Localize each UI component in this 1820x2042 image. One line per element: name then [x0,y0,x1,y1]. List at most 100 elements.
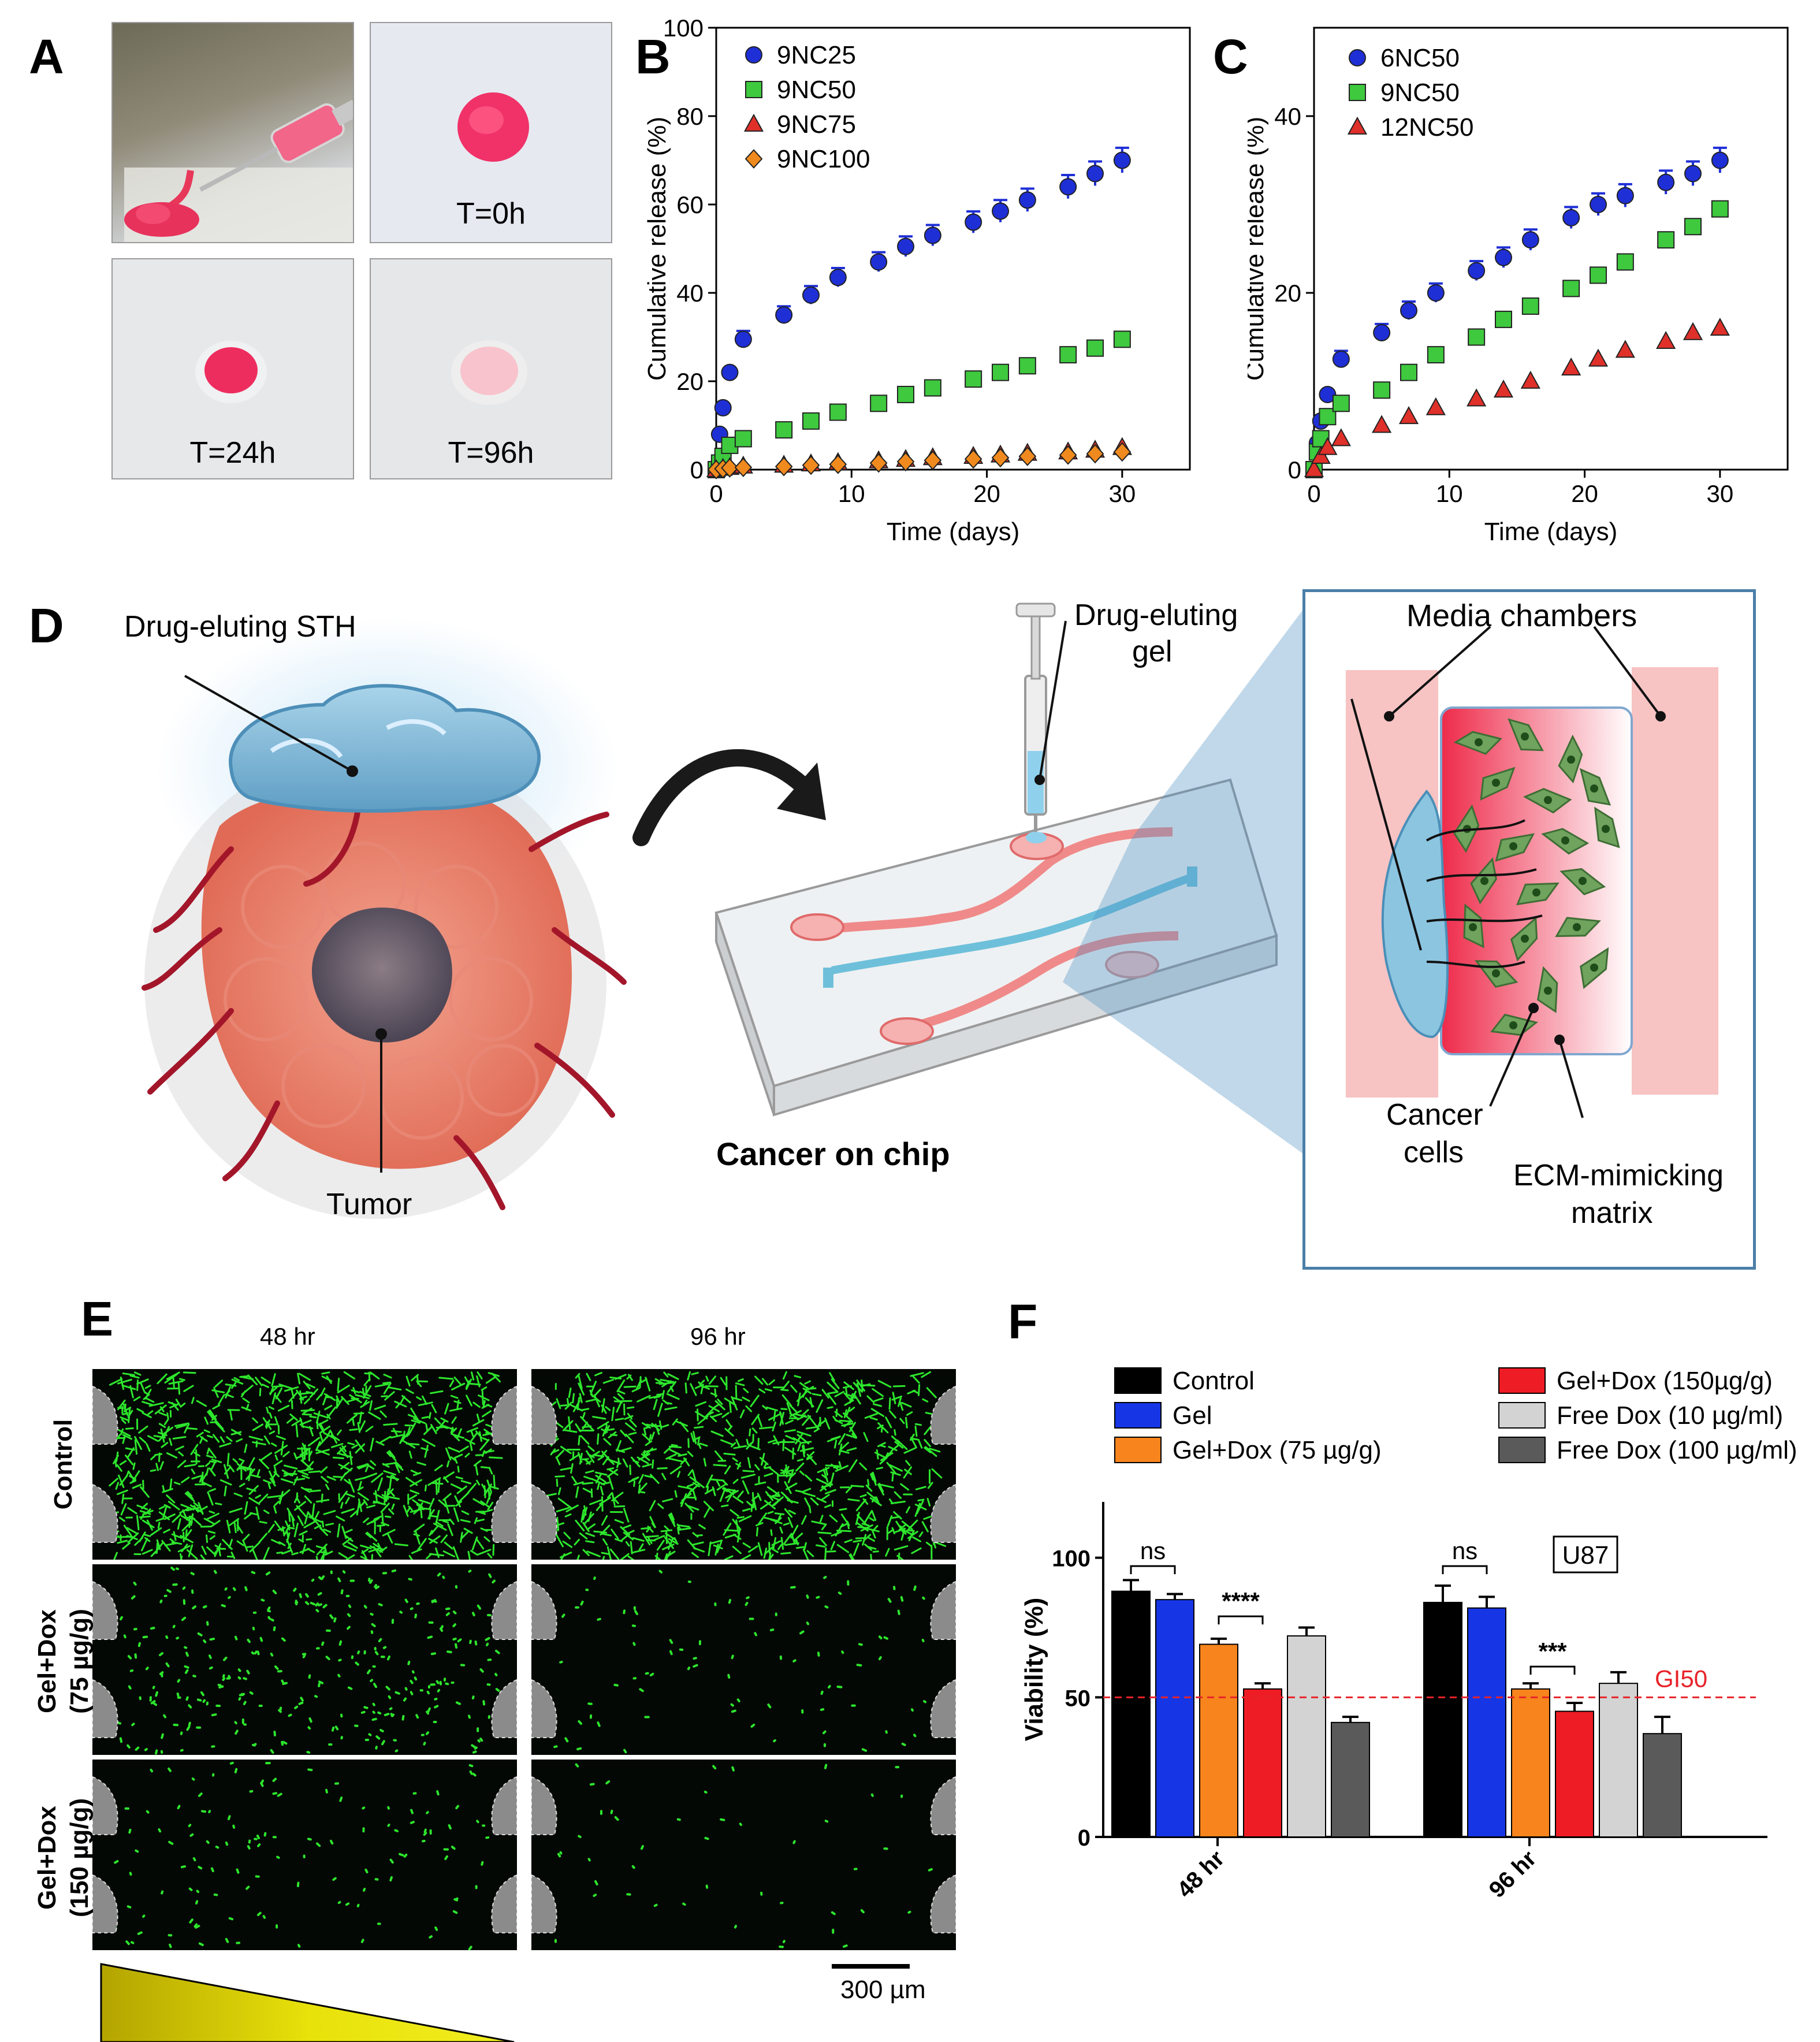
series-12NC50 [1304,318,1730,477]
cell-signal [403,1505,409,1517]
cell-signal [123,1524,132,1537]
sig-label: **** [1222,1587,1260,1615]
cell-signal [320,1466,328,1474]
cell-signal [388,1695,392,1699]
panel-label-c: C [1213,29,1248,84]
cell-signal [687,1505,699,1511]
cell-signal [362,1806,366,1810]
cell-signal [127,1532,139,1543]
cell-signal [330,1430,338,1444]
cell-signal [594,1880,598,1885]
cell-signal [482,1450,486,1457]
cell-signal [250,1512,258,1516]
data-point [1684,218,1702,236]
cell-signal [410,1809,414,1814]
cell-signal [155,1691,158,1697]
cell-signal [136,1408,144,1413]
cell-signal [900,1596,904,1602]
cell-signal [679,1421,689,1433]
cell-signal [614,1519,624,1524]
cell-signal [859,1494,867,1498]
data-point [1319,408,1337,426]
cell-signal [422,1438,436,1447]
cell-signal [221,1604,226,1608]
micrograph-gel-75-48 [92,1564,517,1755]
cell-signal [404,1598,408,1604]
cell-signal [408,1578,412,1581]
cell-signal [720,1377,727,1386]
cell-signal [139,1486,150,1498]
cell-signal [150,1768,154,1773]
cell-signal [790,1524,799,1539]
cell-signal [477,1739,481,1743]
cell-signal [739,1409,745,1419]
cell-signal [403,1440,416,1449]
cell-signal [642,1433,650,1441]
cell-signal [423,1425,433,1435]
cell-signal [457,1491,470,1504]
cell-signal [122,1434,133,1440]
cell-signal [631,1476,639,1481]
cell-signal [732,1496,744,1504]
cell-signal [180,1749,184,1752]
cell-signal [139,1515,151,1519]
cell-signal [239,1375,250,1378]
cell-signal [360,1401,370,1408]
cell-signal [236,1463,247,1472]
cell-signal [408,1554,414,1560]
cell-signal [251,1571,256,1575]
cell-signal [472,1773,477,1777]
cell-signal [657,1403,663,1417]
cell-signal [587,1858,591,1862]
cell-signal [304,1495,312,1504]
cell-signal [754,1632,758,1636]
cell-signal [379,1729,384,1732]
cell-signal [407,1660,411,1665]
cell-signal [230,1429,241,1436]
cell-signal [666,1393,680,1400]
cell-signal [209,1460,217,1464]
data-point [1616,253,1634,271]
y-tick-label: 20 [1274,280,1301,307]
cell-signal [222,1539,233,1550]
cell-signal [625,1433,634,1444]
cell-signal [181,1616,187,1621]
cell-signal [888,1410,896,1419]
cell-signal [168,1380,184,1385]
y-tick-label: 50 [1065,1686,1091,1711]
cell-signal [121,1419,126,1424]
cell-signal [242,1539,248,1552]
cell-signal [223,1656,228,1661]
cell-signal [408,1494,418,1500]
cell-signal [133,1371,142,1376]
cell-signal [917,1384,921,1396]
cell-signal [212,1434,220,1443]
cell-signal [454,1897,459,1901]
cell-signal [364,1868,369,1874]
cell-signal [222,1677,226,1682]
cell-signal [842,1944,848,1948]
cell-signal [260,1452,273,1461]
cell-signal [431,1598,437,1604]
y-tick-label: 80 [676,103,704,130]
cell-signal [416,1461,426,1466]
cell-signal [759,1457,769,1466]
cell-signal [677,1524,690,1528]
cell-signal [429,1935,433,1939]
cell-signal [126,1744,131,1749]
cell-signal [643,1427,647,1436]
cell-signal [759,1426,773,1430]
cell-signal [379,1435,392,1444]
cell-signal [181,1476,190,1483]
cell-signal [286,1417,294,1424]
cell-signal [434,1705,439,1709]
cell-signal [211,1389,225,1393]
cell-signal [184,1463,196,1468]
cell-signal [634,1610,638,1616]
data-point [1332,350,1350,368]
cell-signal [719,1488,726,1502]
cell-signal [187,1491,193,1497]
chamber-post [92,1483,118,1543]
cell-signal [395,1403,400,1409]
cell-signal [137,1931,143,1935]
